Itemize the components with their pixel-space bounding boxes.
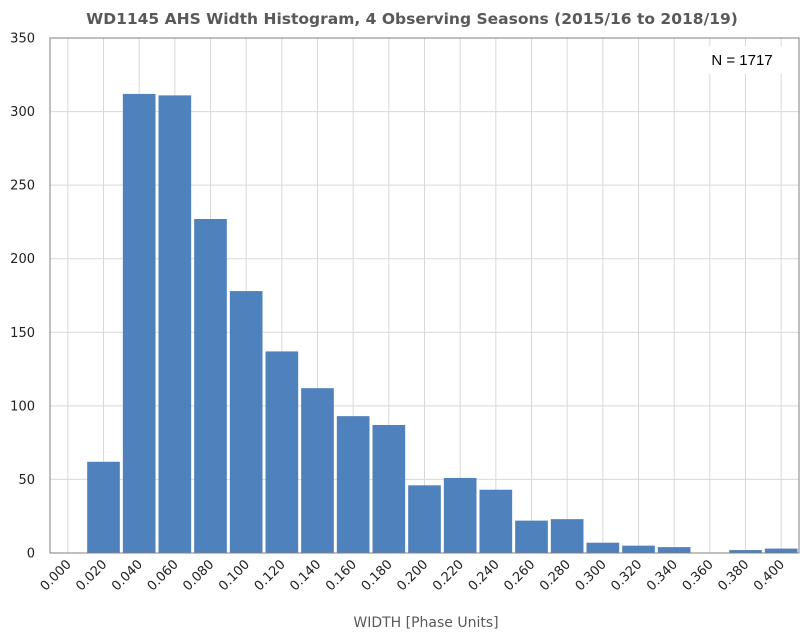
y-tick-label: 150	[10, 326, 35, 341]
x-tick-label: 0.300	[573, 557, 610, 594]
bar	[87, 461, 120, 553]
y-tick-label: 250	[10, 179, 35, 194]
bar	[122, 93, 156, 554]
annotation-background	[700, 46, 784, 74]
x-tick-label: 0.220	[430, 557, 467, 594]
x-tick-label: 0.100	[216, 557, 253, 594]
y-tick-label: 350	[10, 32, 35, 47]
bars	[87, 93, 798, 554]
bar	[336, 416, 370, 553]
bar	[443, 477, 477, 553]
x-tick-label: 0.180	[359, 557, 396, 594]
plot-border	[49, 37, 800, 554]
x-tick-label: 0.080	[180, 557, 217, 594]
x-tick-label: 0.120	[252, 557, 289, 594]
axes	[49, 37, 800, 554]
bar	[194, 218, 227, 553]
bar	[265, 351, 299, 553]
bar	[657, 547, 691, 553]
bar	[586, 542, 620, 553]
x-tick-label: 0.380	[715, 557, 752, 594]
x-axis-label: WIDTH [Phase Units]	[353, 615, 498, 631]
bar	[764, 548, 798, 553]
x-tick-label: 0.400	[751, 557, 788, 594]
bar	[229, 291, 263, 553]
x-tick-label: 0.200	[394, 557, 431, 594]
x-tick-label: 0.360	[680, 557, 717, 594]
bar	[408, 485, 441, 553]
x-tick-label: 0.320	[608, 557, 645, 594]
y-tick-labels: 0 50 100 150 200 250 300 350	[10, 32, 35, 562]
x-tick-label: 0.280	[537, 557, 574, 594]
chart-title: WD1145 AHS Width Histogram, 4 Observing …	[86, 10, 738, 28]
x-tick-label: 0.340	[644, 557, 681, 594]
y-tick-label: 100	[10, 399, 35, 414]
y-tick-label: 0	[27, 547, 35, 562]
x-tick-label: 0.260	[501, 557, 538, 594]
y-tick-label: 200	[10, 252, 35, 267]
x-tick-label: 0.160	[323, 557, 360, 594]
bar	[515, 520, 548, 553]
x-tick-label: 0.140	[287, 557, 324, 594]
x-tick-label: 0.040	[109, 557, 146, 594]
sample-size-annotation: N = 1717	[711, 52, 772, 69]
x-tick-label: 0.000	[38, 557, 75, 594]
bar	[301, 388, 334, 553]
bar	[479, 489, 513, 553]
bar	[622, 545, 655, 553]
bar	[729, 550, 762, 553]
y-tick-label: 50	[18, 473, 35, 488]
x-tick-label: 0.240	[466, 557, 503, 594]
x-tick-labels: 0.0000.0200.0400.0600.0800.1000.1200.140…	[38, 557, 788, 594]
bar	[372, 424, 406, 553]
x-tick-label: 0.060	[145, 557, 182, 594]
bar	[158, 95, 192, 553]
bar	[550, 519, 584, 553]
x-tick-label: 0.020	[73, 557, 110, 594]
y-tick-label: 300	[10, 105, 35, 120]
